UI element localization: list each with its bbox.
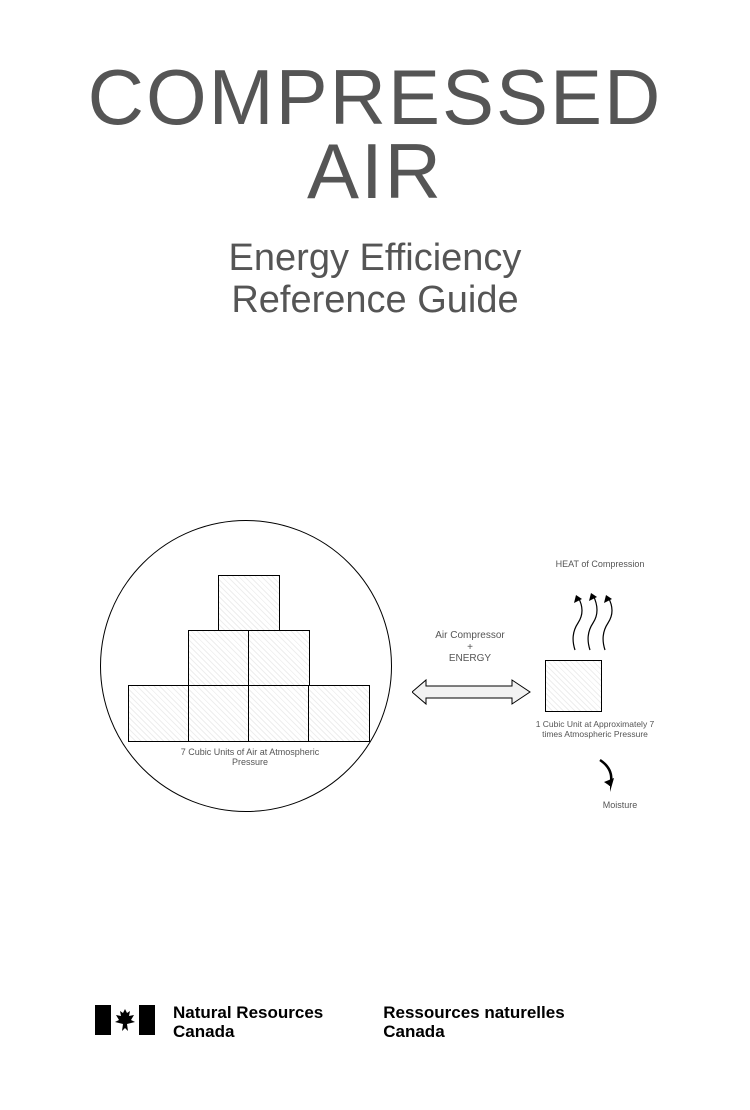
flag-bar-left xyxy=(95,1005,111,1035)
org-fr-line-2: Canada xyxy=(383,1022,444,1041)
org-en-line-2: Canada xyxy=(173,1022,234,1041)
canada-flag-icon xyxy=(95,1005,155,1035)
moisture-label: Moisture xyxy=(585,800,655,810)
org-fr-line-1: Ressources naturelles xyxy=(383,1003,564,1022)
main-title: COMPRESSED AIR xyxy=(0,60,750,208)
organization-block: Natural Resources Canada Ressources natu… xyxy=(173,1003,565,1042)
title-line-2: AIR xyxy=(307,127,443,215)
org-english: Natural Resources Canada xyxy=(173,1003,323,1042)
arrow-label-line-3: ENERGY xyxy=(449,653,491,664)
moisture-arrow-icon xyxy=(590,758,630,798)
air-cube xyxy=(308,685,370,742)
subtitle-line-1: Energy Efficiency xyxy=(229,237,522,279)
org-french: Ressources naturelles Canada xyxy=(383,1003,564,1042)
flag-bar-right xyxy=(139,1005,155,1035)
arrow-label-line-2: + xyxy=(467,642,473,653)
arrow-label-line-1: Air Compressor xyxy=(435,630,504,641)
heat-waves-icon xyxy=(560,585,630,655)
compressor-arrow-icon xyxy=(412,678,532,706)
page: COMPRESSED AIR Energy Efficiency Referen… xyxy=(0,60,750,1110)
footer: Natural Resources Canada Ressources natu… xyxy=(95,1003,565,1042)
air-cube xyxy=(248,630,310,687)
org-en-line-1: Natural Resources xyxy=(173,1003,323,1022)
compression-diagram: 7 Cubic Units of Air at Atmospheric Pres… xyxy=(0,490,750,830)
air-cube xyxy=(248,685,310,742)
subtitle: Energy Efficiency Reference Guide xyxy=(0,238,750,322)
flag-leaf xyxy=(111,1005,139,1035)
compressed-cube xyxy=(545,660,602,712)
arrow-label: Air Compressor + ENERGY xyxy=(415,630,525,665)
air-cube xyxy=(128,685,190,742)
subtitle-line-2: Reference Guide xyxy=(231,279,518,321)
right-caption: 1 Cubic Unit at Approximately 7 times At… xyxy=(530,720,660,740)
heat-label: HEAT of Compression xyxy=(550,560,650,570)
air-cube xyxy=(188,630,250,687)
air-cube xyxy=(218,575,280,632)
air-cube xyxy=(188,685,250,742)
left-caption: 7 Cubic Units of Air at Atmospheric Pres… xyxy=(170,748,330,768)
